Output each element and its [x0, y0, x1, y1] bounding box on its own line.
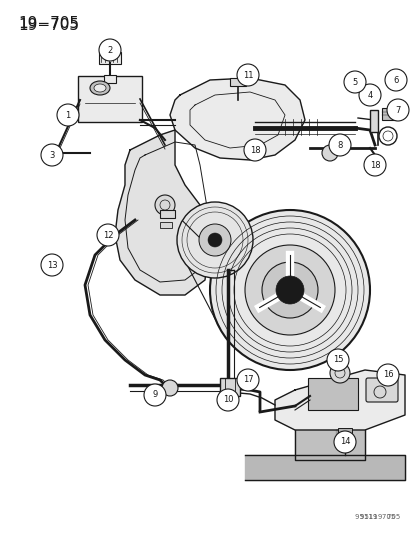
- Circle shape: [343, 71, 365, 93]
- Text: 8: 8: [337, 141, 342, 149]
- Circle shape: [244, 245, 334, 335]
- Text: 3: 3: [49, 150, 55, 159]
- Bar: [337, 428, 351, 436]
- Circle shape: [41, 144, 63, 166]
- Polygon shape: [294, 430, 364, 460]
- Circle shape: [333, 431, 355, 453]
- Circle shape: [209, 210, 369, 370]
- Bar: [48, 148, 60, 158]
- Circle shape: [57, 104, 79, 126]
- Text: 6: 6: [392, 76, 398, 85]
- Circle shape: [386, 99, 408, 121]
- Circle shape: [41, 254, 63, 276]
- Text: 15: 15: [332, 356, 342, 365]
- FancyBboxPatch shape: [78, 76, 142, 122]
- Text: 11: 11: [242, 70, 253, 79]
- Text: 18: 18: [249, 146, 260, 155]
- Text: 1: 1: [65, 110, 71, 119]
- Text: 14: 14: [339, 438, 349, 447]
- Circle shape: [358, 84, 380, 106]
- Circle shape: [99, 39, 121, 61]
- Bar: [369, 110, 377, 132]
- Circle shape: [328, 134, 350, 156]
- Text: 7: 7: [394, 106, 400, 115]
- Circle shape: [275, 276, 303, 304]
- Bar: [159, 210, 175, 218]
- Bar: [230, 78, 245, 86]
- FancyBboxPatch shape: [99, 52, 121, 64]
- Text: 18: 18: [369, 160, 380, 169]
- Text: 17: 17: [242, 376, 253, 384]
- Bar: [159, 222, 171, 228]
- Text: 2: 2: [107, 45, 112, 54]
- Text: 13: 13: [47, 261, 57, 270]
- Text: 9: 9: [152, 391, 157, 400]
- Polygon shape: [274, 370, 404, 430]
- FancyBboxPatch shape: [365, 378, 397, 402]
- Polygon shape: [244, 455, 404, 480]
- Text: 5: 5: [351, 77, 357, 86]
- Text: 4: 4: [366, 91, 372, 100]
- Text: 19−705: 19−705: [18, 16, 79, 31]
- Ellipse shape: [90, 81, 110, 95]
- Circle shape: [236, 64, 259, 86]
- Circle shape: [154, 195, 175, 215]
- Circle shape: [161, 380, 178, 396]
- Bar: [219, 378, 240, 396]
- Circle shape: [376, 364, 398, 386]
- Circle shape: [363, 154, 385, 176]
- Circle shape: [329, 363, 349, 383]
- Text: 16: 16: [382, 370, 392, 379]
- Circle shape: [144, 384, 166, 406]
- Polygon shape: [115, 130, 209, 295]
- Text: 10: 10: [222, 395, 233, 405]
- Ellipse shape: [94, 84, 106, 92]
- Text: 12: 12: [102, 230, 113, 239]
- Circle shape: [261, 262, 317, 318]
- Text: 95119  705: 95119 705: [354, 514, 394, 520]
- Bar: [307, 378, 357, 410]
- Polygon shape: [170, 78, 304, 160]
- Circle shape: [321, 145, 337, 161]
- Circle shape: [326, 349, 348, 371]
- Circle shape: [384, 69, 406, 91]
- Bar: [381, 108, 395, 120]
- Circle shape: [97, 224, 119, 246]
- Circle shape: [199, 224, 230, 256]
- Text: 95119  705: 95119 705: [359, 514, 399, 520]
- Text: 19−705: 19−705: [18, 18, 79, 33]
- Circle shape: [243, 139, 266, 161]
- Circle shape: [236, 369, 259, 391]
- Circle shape: [216, 389, 238, 411]
- FancyBboxPatch shape: [104, 75, 116, 83]
- Circle shape: [177, 202, 252, 278]
- Circle shape: [207, 233, 221, 247]
